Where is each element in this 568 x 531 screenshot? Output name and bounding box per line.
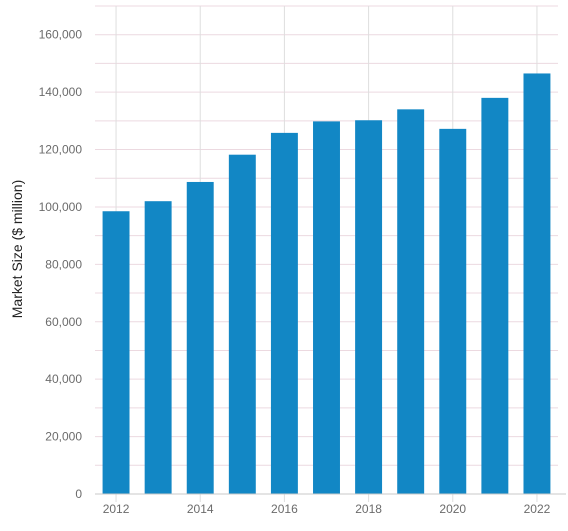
bar-2021 xyxy=(481,97,509,494)
y-tick-label: 40,000 xyxy=(45,372,82,386)
bars xyxy=(102,73,551,495)
y-tick-label: 20,000 xyxy=(45,430,82,444)
y-tick-label: 140,000 xyxy=(39,85,83,99)
bar-2015 xyxy=(228,154,256,494)
y-tick-label: 120,000 xyxy=(39,143,83,157)
bar-2019 xyxy=(397,109,425,494)
x-tick-label: 2012 xyxy=(103,502,130,516)
bar-2016 xyxy=(270,132,298,494)
bar-2014 xyxy=(186,181,214,495)
bar-2012 xyxy=(102,211,130,494)
x-tick-label: 2014 xyxy=(187,502,214,516)
y-tick-label: 80,000 xyxy=(45,257,82,271)
y-tick-label: 160,000 xyxy=(39,28,83,42)
bar-2018 xyxy=(355,120,383,494)
y-tick-label: 60,000 xyxy=(45,315,82,329)
y-axis-title: Market Size ($ million) xyxy=(9,180,25,318)
y-tick-label: 0 xyxy=(75,487,82,501)
x-tick-label: 2018 xyxy=(355,502,382,516)
axes: 0 20,000 40,000 60,000 80,000 100,000 120,000 1… xyxy=(39,28,566,516)
x-tick-label: 2020 xyxy=(439,502,466,516)
bar-2017 xyxy=(313,121,340,494)
bar-2022 xyxy=(523,73,551,494)
x-tick-label: 2022 xyxy=(524,502,551,516)
bar-2013 xyxy=(144,201,172,494)
y-tick-label: 100,000 xyxy=(39,200,83,214)
bar-2020 xyxy=(439,128,467,494)
x-tick-label: 2016 xyxy=(271,502,298,516)
